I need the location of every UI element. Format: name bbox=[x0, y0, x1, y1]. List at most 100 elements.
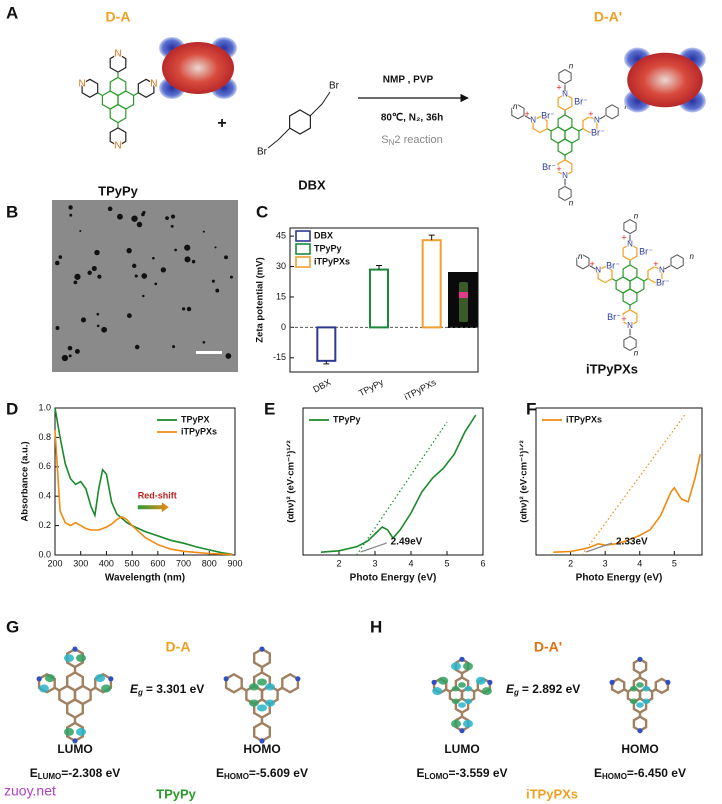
panel-label: H bbox=[370, 617, 382, 636]
product-name: iTPyPXs bbox=[586, 361, 638, 376]
particle bbox=[182, 307, 186, 311]
orbital-lobe bbox=[636, 682, 644, 688]
x-axis-label: Wavelength (nm) bbox=[105, 573, 185, 584]
arm-ring bbox=[137, 78, 155, 98]
x-tick-label: 4 bbox=[637, 558, 642, 568]
x-tick-label: TPyPy bbox=[357, 377, 386, 399]
arm-ring bbox=[532, 115, 548, 134]
reactant-name: TPyPy bbox=[98, 183, 139, 198]
annotation-arrow bbox=[360, 542, 387, 553]
y-tick-label: 0.6 bbox=[38, 461, 51, 471]
arm-ring bbox=[66, 647, 84, 669]
bond bbox=[578, 128, 584, 132]
benzene-ring bbox=[605, 104, 619, 120]
x-tick-label: iTPyPXs bbox=[403, 377, 439, 402]
atom bbox=[665, 679, 671, 686]
orbital-lobe bbox=[265, 699, 276, 707]
atom-label: + bbox=[524, 109, 529, 119]
bar bbox=[316, 326, 337, 362]
y-axis-label: Zeta potential (mV) bbox=[255, 257, 266, 343]
orbital-lobe bbox=[458, 702, 466, 708]
atom bbox=[609, 679, 615, 686]
arm-ring bbox=[109, 53, 127, 73]
orbital-energy: ELUMO=-2.308 eV bbox=[30, 766, 121, 781]
legend-label: TPyPy bbox=[333, 414, 361, 424]
x-tick-label: 800 bbox=[202, 558, 217, 568]
atom-label: n bbox=[690, 252, 695, 261]
vial-glow bbox=[459, 292, 468, 298]
y-tick-label: 45 bbox=[276, 230, 286, 240]
orbital-lobe bbox=[76, 654, 86, 663]
atom bbox=[223, 676, 229, 682]
scale-bar bbox=[196, 351, 222, 354]
x-tick-label: 6 bbox=[480, 558, 485, 568]
particle bbox=[107, 206, 113, 212]
atom bbox=[637, 728, 643, 734]
atom-label: Br⁻ bbox=[591, 127, 605, 137]
atom-label: n bbox=[634, 349, 639, 358]
particle bbox=[68, 205, 73, 210]
series-line bbox=[54, 430, 233, 556]
benzene-ring bbox=[558, 185, 572, 201]
y-tick-label: 30 bbox=[276, 261, 286, 271]
benzene-ring bbox=[576, 254, 590, 270]
particle bbox=[126, 313, 132, 319]
plus-sign: + bbox=[217, 115, 226, 132]
particle bbox=[134, 344, 140, 350]
atom bbox=[259, 646, 265, 652]
bond bbox=[267, 127, 291, 149]
particle bbox=[170, 214, 176, 219]
benzene-ring bbox=[511, 104, 525, 120]
orbital-lobe bbox=[463, 662, 473, 671]
x-tick-label: 900 bbox=[227, 558, 242, 568]
atom bbox=[431, 679, 437, 686]
orbital-lobe bbox=[451, 698, 460, 705]
particle bbox=[225, 353, 232, 359]
legend-label: TPyPX bbox=[181, 414, 210, 424]
bond bbox=[643, 278, 649, 282]
arm-ring bbox=[109, 127, 127, 147]
legend-label: iTPyPXs bbox=[181, 426, 217, 436]
series-line bbox=[553, 454, 702, 553]
particle bbox=[126, 247, 132, 254]
orbital-lobe bbox=[257, 678, 267, 686]
core-ring bbox=[253, 671, 271, 692]
atom-label: n bbox=[513, 102, 518, 111]
particle bbox=[186, 306, 192, 312]
y-axis-label: (αhν)² (eV·cm⁻¹)¹ᐟ² bbox=[286, 440, 297, 522]
series-line bbox=[54, 407, 233, 556]
legend-label: TPyPy bbox=[314, 243, 342, 253]
atom-label: Br⁻ bbox=[639, 247, 653, 257]
x-tick-label: 2 bbox=[568, 558, 573, 568]
benzene-ring bbox=[558, 69, 572, 85]
core-ring bbox=[622, 264, 638, 282]
atom-label: N bbox=[659, 266, 665, 275]
dft-tag: D-A bbox=[166, 639, 191, 655]
bond bbox=[589, 265, 596, 270]
atom-label: + bbox=[621, 314, 626, 324]
orbital-label: LUMO bbox=[444, 742, 479, 756]
dft-tag: D-A' bbox=[534, 639, 562, 655]
orbital-lobe bbox=[464, 685, 473, 692]
x-tick-label: 3 bbox=[603, 558, 608, 568]
arm-ring bbox=[597, 265, 613, 284]
bond bbox=[599, 115, 606, 120]
particle bbox=[134, 274, 138, 278]
particle bbox=[91, 266, 97, 272]
y-axis-label: Absorbance (a.u.) bbox=[20, 441, 31, 521]
orbital-lobe bbox=[451, 662, 461, 671]
scheme-tag: D-A' bbox=[594, 9, 622, 25]
x-tick-label: 300 bbox=[73, 558, 88, 568]
orbital-lobe bbox=[642, 685, 651, 692]
atom-label: N bbox=[562, 171, 568, 180]
band-gap: Eg = 2.892 eV bbox=[506, 682, 580, 697]
orbital-lobe bbox=[257, 704, 267, 712]
particle bbox=[74, 348, 80, 354]
annotation: 2.49eV bbox=[391, 537, 423, 548]
annotation: 2.33eV bbox=[616, 537, 648, 548]
benzene-ring bbox=[289, 109, 311, 135]
atom-label: + bbox=[556, 83, 561, 93]
core-ring bbox=[66, 671, 84, 692]
particle bbox=[170, 224, 174, 228]
particle bbox=[117, 213, 123, 220]
